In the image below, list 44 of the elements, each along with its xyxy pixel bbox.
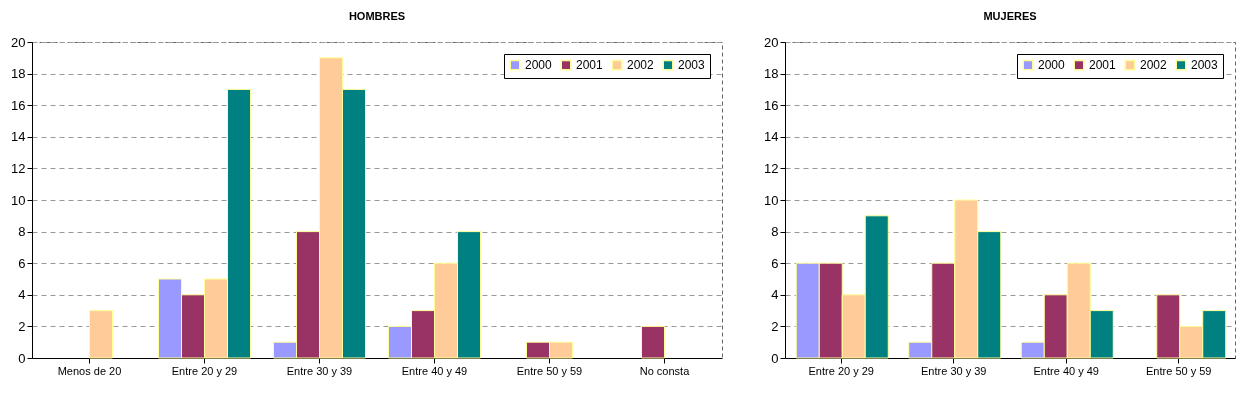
legend-label: 2001 [576, 58, 604, 73]
x-tick-label: Entre 40 y 49 [401, 364, 468, 377]
y-tick-label: 16 [764, 97, 779, 113]
x-tick-label: Entre 20 y 29 [808, 364, 874, 377]
y-tick-label: 8 [18, 224, 26, 240]
x-tick-label: Entre 30 y 39 [286, 364, 353, 377]
chart-title: HOMBRES [348, 10, 406, 22]
y-tick-label: 12 [764, 160, 779, 176]
y-tick-label: 18 [11, 66, 26, 82]
y-tick-label: 12 [11, 160, 26, 176]
y-tick-label: 10 [11, 192, 26, 208]
x-tick-label: Menos de 20 [57, 364, 122, 377]
y-tick-label: 2 [771, 318, 779, 334]
legend-label: 2002 [1140, 58, 1168, 73]
y-tick-label: 14 [11, 129, 26, 145]
y-tick-label: 10 [764, 192, 779, 208]
x-tick-label: Entre 50 y 59 [516, 364, 583, 377]
legend-label: 2003 [678, 58, 706, 73]
bar [89, 310, 113, 359]
y-tick-label: 18 [764, 66, 779, 82]
legend-label: 2003 [1191, 58, 1219, 73]
x-tick-label: Entre 50 y 59 [1146, 364, 1212, 377]
x-tick-label: Entre 30 y 39 [921, 364, 987, 377]
legend-label: 2002 [627, 58, 655, 73]
y-tick-label: 8 [771, 224, 779, 240]
x-tick-label: Entre 20 y 29 [171, 364, 238, 377]
y-tick-label: 14 [764, 129, 779, 145]
y-tick-label: 6 [18, 255, 26, 271]
y-tick-label: 6 [771, 255, 779, 271]
x-tick-label: Entre 40 y 49 [1033, 364, 1099, 377]
chart-title: MUJERES [983, 10, 1037, 22]
bar [641, 325, 665, 359]
y-tick-label: 0 [771, 350, 779, 366]
y-tick-label: 20 [764, 34, 779, 50]
legend-label: 2001 [1089, 58, 1117, 73]
y-tick-label: 4 [18, 287, 26, 303]
y-tick-label: 4 [771, 287, 779, 303]
x-tick-label: No consta [639, 364, 691, 377]
y-tick-label: 0 [18, 350, 26, 366]
y-tick-label: 2 [18, 318, 26, 334]
y-tick-label: 20 [11, 34, 26, 50]
y-tick-label: 16 [11, 97, 26, 113]
legend-label: 2000 [525, 58, 553, 73]
legend-label: 2000 [1038, 58, 1066, 73]
